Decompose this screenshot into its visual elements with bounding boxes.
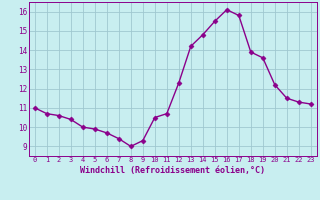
X-axis label: Windchill (Refroidissement éolien,°C): Windchill (Refroidissement éolien,°C) [80,166,265,175]
